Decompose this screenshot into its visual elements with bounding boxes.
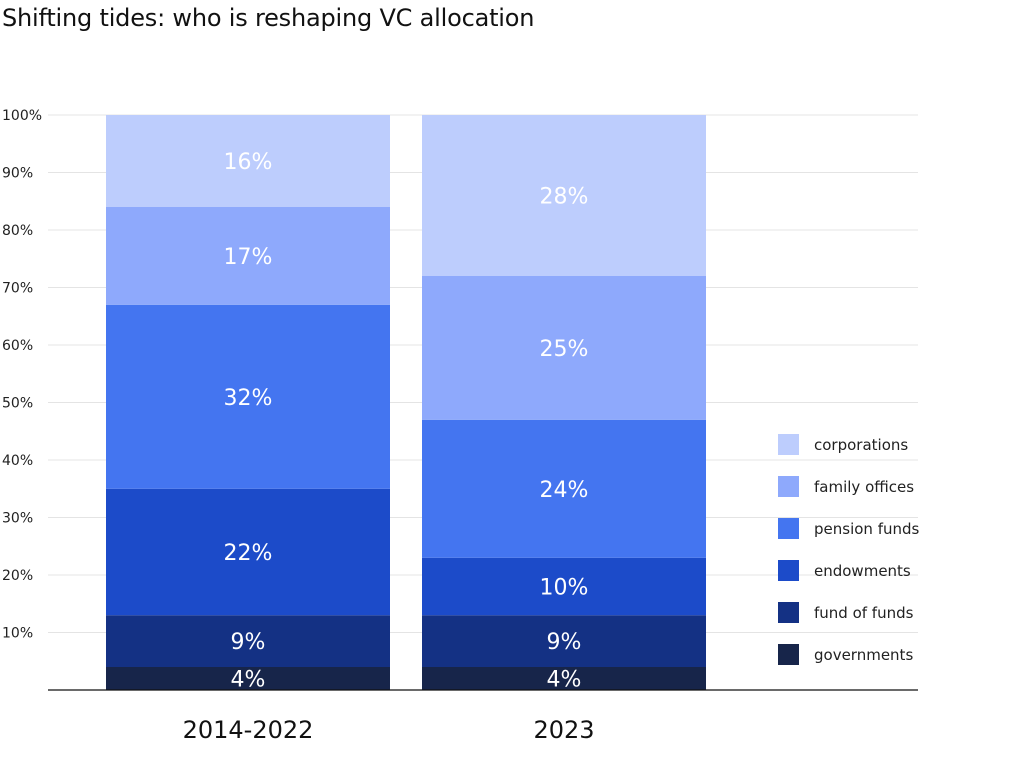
legend-swatch bbox=[778, 644, 799, 665]
axes: 10% 20% 30% 40% 50% 60% 70% 80% 90% 100% 2014-2022… bbox=[2, 108, 918, 744]
y-tick-label: 40% bbox=[2, 453, 33, 469]
data-label: 24% bbox=[540, 478, 589, 503]
bar-segment-family-offices bbox=[106, 207, 390, 305]
y-tick-label: 70% bbox=[2, 281, 33, 297]
x-tick-label: 2023 bbox=[533, 716, 594, 744]
y-tick-label: 20% bbox=[2, 568, 33, 584]
data-label: 10% bbox=[540, 576, 589, 601]
data-labels: 4% 9% 22% 32% 17% 16% 4% 9% 10% 24% 25% 28% bbox=[224, 150, 589, 693]
bar-segment-endowments bbox=[422, 557, 706, 616]
bar-segment-governments bbox=[106, 667, 390, 690]
legend-label: fund of funds bbox=[814, 604, 914, 622]
bar-segment-family-offices bbox=[422, 276, 706, 420]
bar-segment-pension-funds bbox=[422, 419, 706, 558]
legend-label: endowments bbox=[814, 562, 911, 580]
legend: corporations family offices pension funds e… bbox=[778, 434, 920, 665]
y-tick-label: 80% bbox=[2, 223, 33, 239]
legend-swatch bbox=[778, 602, 799, 623]
bar-segment-fund-of-funds bbox=[106, 615, 390, 667]
legend-swatch bbox=[778, 434, 799, 455]
data-label: 4% bbox=[547, 668, 582, 693]
bar-segment-pension-funds bbox=[106, 304, 390, 489]
data-label: 9% bbox=[231, 630, 266, 655]
data-label: 9% bbox=[547, 630, 582, 655]
chart-title: Shifting tides: who is reshaping VC allo… bbox=[2, 4, 535, 32]
legend-swatch bbox=[778, 560, 799, 581]
bar-segment-corporations bbox=[422, 115, 706, 276]
legend-label: corporations bbox=[814, 436, 908, 454]
legend-swatch bbox=[778, 518, 799, 539]
data-label: 16% bbox=[224, 150, 273, 175]
y-tick-label: 10% bbox=[2, 626, 33, 642]
bars bbox=[106, 115, 706, 690]
y-tick-label: 90% bbox=[2, 166, 33, 182]
legend-label: governments bbox=[814, 646, 913, 664]
data-label: 4% bbox=[231, 668, 266, 693]
bar-segment-governments bbox=[422, 667, 706, 690]
bar-segment-endowments bbox=[106, 488, 390, 616]
y-tick-label: 50% bbox=[2, 396, 33, 412]
legend-swatch bbox=[778, 476, 799, 497]
x-tick-label: 2014-2022 bbox=[183, 716, 314, 744]
data-label: 22% bbox=[224, 541, 273, 566]
bar-segment-corporations bbox=[106, 115, 390, 207]
data-label: 28% bbox=[540, 185, 589, 210]
data-label: 25% bbox=[540, 337, 589, 362]
data-label: 17% bbox=[224, 245, 273, 270]
bar-segment-fund-of-funds bbox=[422, 615, 706, 667]
y-tick-label: 60% bbox=[2, 338, 33, 354]
legend-label: family offices bbox=[814, 478, 914, 496]
data-label: 32% bbox=[224, 386, 273, 411]
legend-label: pension funds bbox=[814, 520, 920, 538]
y-tick-label: 30% bbox=[2, 511, 33, 527]
y-tick-label: 100% bbox=[2, 108, 42, 124]
